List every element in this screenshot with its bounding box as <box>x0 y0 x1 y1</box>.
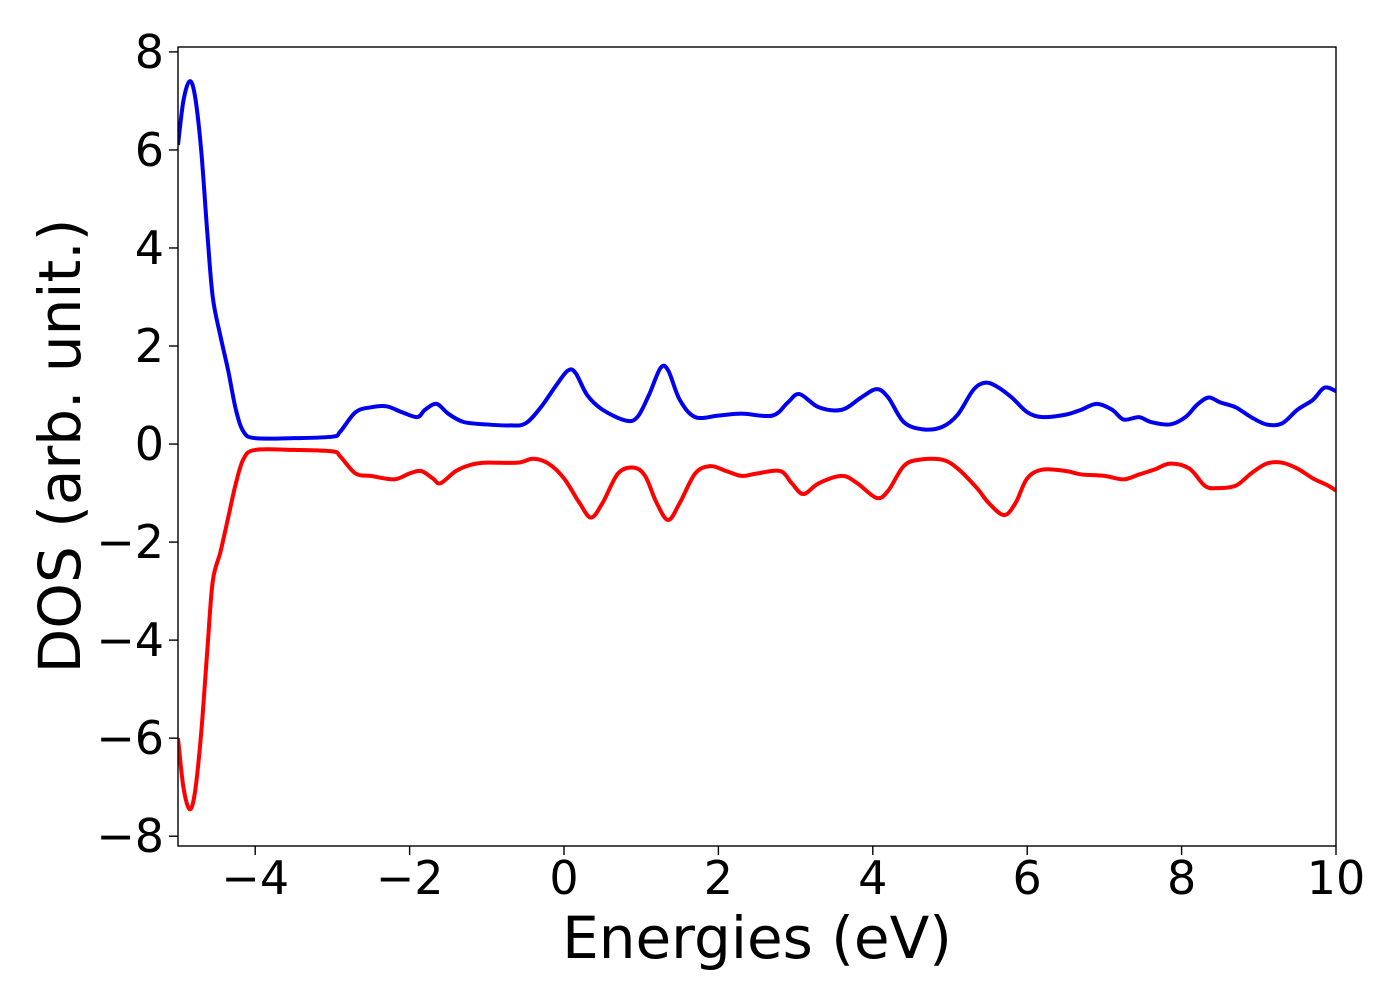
x-tick-label: −2 <box>376 851 444 905</box>
x-tick-label: 10 <box>1307 851 1366 905</box>
x-tick-label: 2 <box>704 851 733 905</box>
y-tick-label: −8 <box>96 809 164 863</box>
dos-series-line-negative <box>178 447 1336 812</box>
y-tick-label: 2 <box>135 319 164 373</box>
y-tick-label: 4 <box>135 221 164 275</box>
y-tick-label: 8 <box>135 25 164 79</box>
y-tick-label: −2 <box>96 515 164 569</box>
x-tick-label: 6 <box>1013 851 1042 905</box>
y-tick-label: −4 <box>96 613 164 667</box>
x-axis-label: Energies (eV) <box>562 904 952 972</box>
y-axis-label: DOS (arb. unit.) <box>26 219 94 674</box>
plot-background <box>178 47 1336 846</box>
x-tick-label: −4 <box>221 851 289 905</box>
y-tick-label: −6 <box>96 711 164 765</box>
x-axis-ticks: −4 −2 0 2 4 6 8 10 <box>221 846 1365 905</box>
x-tick-label: 8 <box>1167 851 1196 905</box>
y-axis-ticks: −8 −6 −4 −2 0 2 4 6 8 <box>96 25 178 863</box>
y-tick-label: 0 <box>135 417 164 471</box>
series-layer <box>178 79 1336 812</box>
plot-frame <box>177 46 1337 847</box>
x-tick-label: 0 <box>549 851 578 905</box>
y-tick-label: 6 <box>135 123 164 177</box>
dos-series-line-positive <box>178 79 1336 441</box>
x-tick-label: 4 <box>858 851 887 905</box>
